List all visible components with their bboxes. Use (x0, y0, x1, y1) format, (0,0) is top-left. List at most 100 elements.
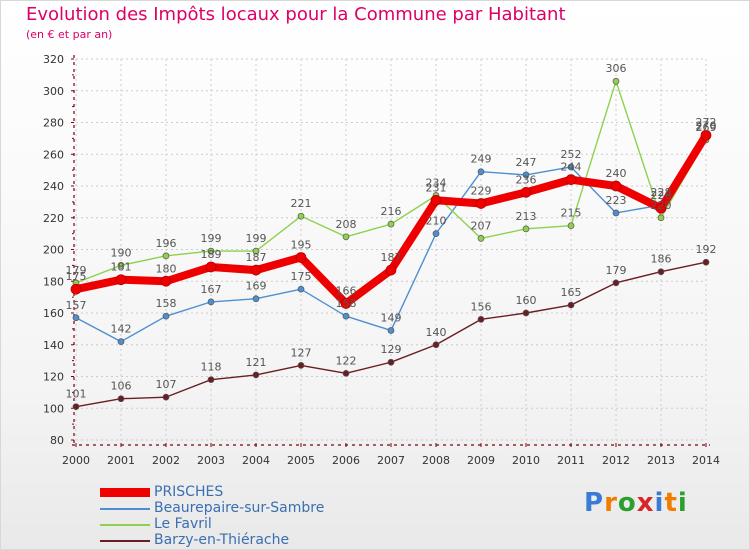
data-point-prisches (610, 180, 622, 192)
x-tick-label: 2012 (602, 454, 630, 467)
data-point-barzy-en-thi-rache (702, 258, 710, 266)
data-point-barzy-en-thi-rache (612, 279, 620, 287)
data-point-barzy-en-thi-rache (117, 395, 125, 403)
data-label-barzy-en-thi-rache: 121 (246, 356, 267, 369)
data-point-barzy-en-thi-rache (252, 371, 260, 379)
data-label-le-favril: 306 (606, 62, 627, 75)
x-tick-label: 2014 (692, 454, 720, 467)
data-label-beaurepaire-sur-sambre: 247 (516, 156, 537, 169)
x-tick-label: 2009 (467, 454, 495, 467)
data-point-beaurepaire-sur-sambre (387, 327, 395, 334)
data-label-le-favril: 220 (651, 199, 672, 212)
data-point-prisches (520, 187, 532, 198)
data-label-beaurepaire-sur-sambre: 210 (426, 215, 447, 228)
legend-label-beaurepaire: Beaurepaire-sur-Sambre (154, 500, 325, 516)
x-tick-label: 2008 (422, 454, 450, 467)
data-point-barzy-en-thi-rache (387, 358, 395, 366)
data-label-barzy-en-thi-rache: 140 (426, 326, 447, 339)
data-point-barzy-en-thi-rache (162, 393, 170, 401)
data-point-le-favril (117, 262, 125, 269)
data-point-le-favril (342, 233, 350, 241)
legend-swatch-barzy (100, 540, 150, 542)
x-tick-label: 2005 (287, 454, 315, 467)
data-label-le-favril: 190 (111, 246, 132, 259)
y-tick-label: 260 (43, 148, 64, 161)
legend-label-barzy: Barzy-en-Thiérache (154, 532, 290, 548)
x-tick-label: 2011 (557, 454, 585, 467)
legend-item-barzy: Barzy-en-Thiérache (100, 532, 400, 548)
y-tick-label: 140 (43, 339, 64, 352)
data-label-barzy-en-thi-rache: 165 (561, 286, 582, 299)
legend-swatch-beaurepaire (100, 508, 150, 510)
data-label-prisches: 189 (201, 248, 222, 261)
data-label-prisches: 187 (381, 251, 402, 264)
data-label-barzy-en-thi-rache: 179 (606, 264, 627, 277)
data-label-prisches: 231 (426, 181, 447, 194)
data-label-prisches: 272 (696, 116, 717, 129)
y-tick-label: 80 (50, 434, 64, 447)
chart-subtitle: (en € et par an) (26, 28, 113, 41)
data-point-le-favril (162, 252, 170, 260)
data-point-barzy-en-thi-rache (522, 309, 530, 317)
data-point-prisches (430, 194, 442, 206)
data-point-le-favril (297, 212, 305, 220)
legend-label-prisches: PRISCHES (154, 484, 224, 500)
data-label-beaurepaire-sur-sambre: 223 (606, 194, 627, 207)
y-tick-label: 100 (43, 402, 64, 415)
data-point-barzy-en-thi-rache (477, 316, 485, 323)
data-point-barzy-en-thi-rache (297, 362, 305, 369)
x-tick-label: 2006 (332, 454, 360, 467)
data-point-beaurepaire-sur-sambre (612, 209, 620, 217)
data-label-prisches: 195 (291, 238, 312, 251)
data-label-le-favril: 199 (246, 232, 267, 245)
data-point-prisches (700, 129, 712, 141)
x-tick-label: 2002 (152, 454, 180, 467)
data-label-barzy-en-thi-rache: 192 (696, 243, 717, 256)
legend-swatch-prisches (100, 488, 150, 497)
data-point-prisches (115, 274, 127, 286)
y-tick-label: 240 (43, 180, 64, 193)
data-label-barzy-en-thi-rache: 118 (201, 361, 222, 374)
logo-letter: P (584, 488, 605, 518)
data-label-beaurepaire-sur-sambre: 157 (66, 299, 87, 312)
data-label-le-favril: 179 (66, 264, 87, 277)
data-point-prisches (205, 261, 217, 273)
y-tick-label: 300 (43, 85, 64, 98)
data-label-prisches: 187 (246, 251, 267, 264)
x-tick-label: 2001 (107, 454, 135, 467)
data-point-le-favril (612, 77, 620, 85)
data-label-prisches: 240 (606, 167, 627, 180)
axis-layer: 80 100 120 140 160 180 200 220 240 260 280 300 320 20… (43, 53, 720, 467)
legend-label-le-favril: Le Favril (154, 516, 212, 532)
data-label-prisches: 166 (336, 284, 357, 297)
data-point-beaurepaire-sur-sambre (297, 285, 305, 293)
data-point-prisches (340, 298, 352, 309)
data-label-prisches: 244 (561, 161, 582, 174)
data-point-beaurepaire-sur-sambre (162, 312, 170, 320)
legend-item-beaurepaire: Beaurepaire-sur-Sambre (100, 500, 400, 516)
data-label-beaurepaire-sur-sambre: 228 (651, 186, 672, 199)
chart-title: Evolution des Impôts locaux pour la Comm… (26, 4, 566, 25)
data-label-beaurepaire-sur-sambre: 169 (246, 280, 267, 293)
data-label-le-favril: 221 (291, 197, 312, 210)
y-tick-label: 280 (43, 117, 64, 130)
data-point-prisches (565, 174, 577, 185)
data-point-le-favril (657, 214, 665, 222)
data-point-beaurepaire-sur-sambre (342, 312, 350, 320)
logo-letter: i (677, 488, 688, 518)
data-point-le-favril (252, 247, 260, 255)
data-label-beaurepaire-sur-sambre: 158 (336, 297, 357, 310)
data-point-prisches (475, 198, 487, 209)
data-label-prisches: 229 (471, 184, 492, 197)
data-point-barzy-en-thi-rache (207, 376, 215, 384)
legend-item-le-favril: Le Favril (100, 516, 400, 532)
data-point-beaurepaire-sur-sambre (432, 230, 440, 237)
data-label-beaurepaire-sur-sambre: 249 (471, 153, 492, 166)
x-tick-label: 2000 (62, 454, 90, 467)
legend-item-prisches: PRISCHES (100, 484, 400, 500)
data-label-barzy-en-thi-rache: 160 (516, 294, 537, 307)
data-point-barzy-en-thi-rache (432, 341, 440, 349)
